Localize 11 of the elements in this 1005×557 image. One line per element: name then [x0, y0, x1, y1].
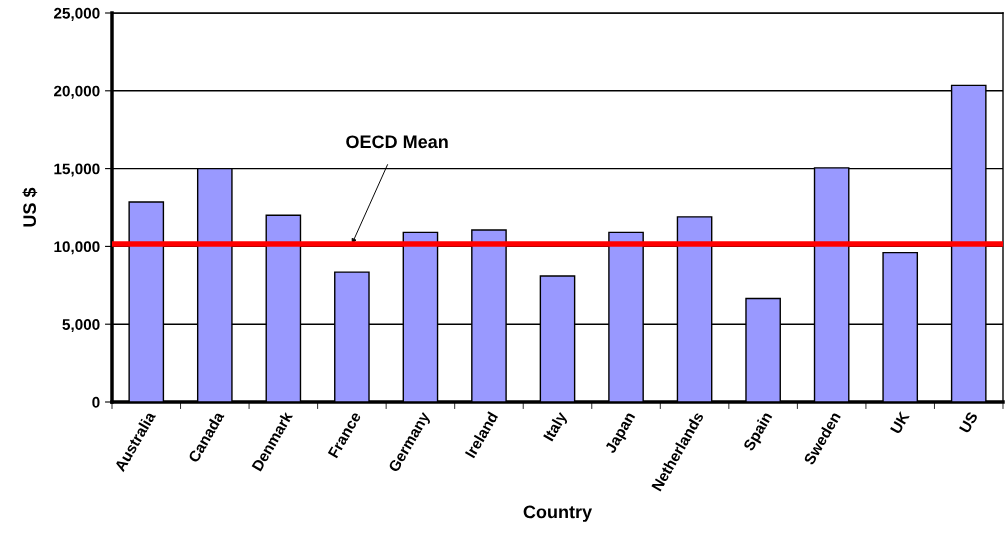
- y-tick-label: 25,000: [54, 7, 100, 21]
- annotation: OECD Mean: [346, 135, 448, 149]
- y-axis-title: US $: [22, 187, 38, 227]
- y-tick-label: 15,000: [54, 163, 100, 177]
- y-tick-label: 5,000: [62, 319, 100, 333]
- y-tick-label: 20,000: [54, 85, 100, 99]
- x-tick-label: US: [958, 411, 979, 434]
- x-axis-title: Country: [523, 505, 593, 522]
- y-tick-label: 0: [92, 396, 100, 408]
- y-tick-label: 10,000: [54, 241, 100, 255]
- x-tick-label: UK: [890, 410, 910, 435]
